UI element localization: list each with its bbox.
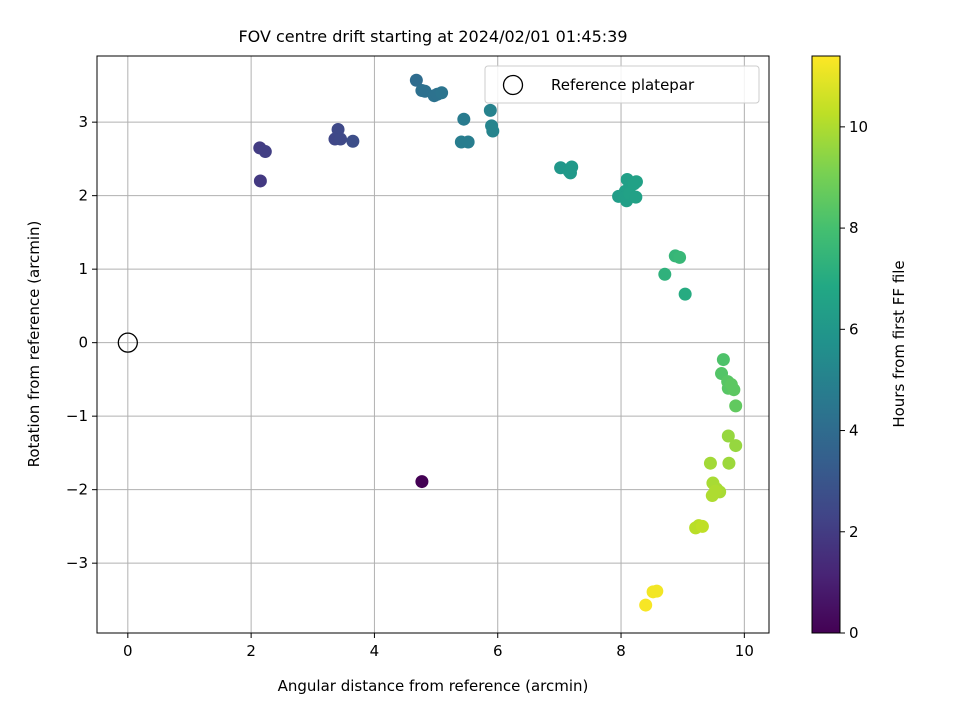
data-point [346, 134, 360, 148]
data-point [695, 519, 709, 533]
data-point [721, 429, 735, 443]
data-point [409, 73, 423, 87]
colorbar-tick-label: 8 [849, 219, 859, 237]
legend-label-reference: Reference platepar [551, 76, 695, 94]
chart-title: FOV centre drift starting at 2024/02/01 … [238, 27, 627, 46]
y-tick-label: −1 [66, 407, 88, 425]
data-point [457, 112, 471, 126]
x-axis-label: Angular distance from reference (arcmin) [278, 677, 589, 695]
colorbar-label: Hours from first FF file [890, 260, 908, 427]
data-point [678, 287, 692, 301]
colorbar: 0 2 4 6 8 10 Hours from first FF file [811, 55, 908, 642]
x-tick-label: 10 [735, 642, 754, 660]
plot-area-frame [96, 55, 770, 634]
data-point [703, 456, 717, 470]
y-tick-label: 3 [78, 113, 88, 131]
data-point [435, 86, 449, 100]
data-point [629, 175, 643, 189]
data-point [708, 484, 722, 498]
data-point [486, 124, 500, 138]
y-tick-label: 1 [78, 260, 88, 278]
data-points [117, 73, 743, 612]
data-point [658, 267, 672, 281]
colorbar-tick-label: 4 [849, 422, 859, 440]
data-point [673, 250, 687, 264]
data-point [629, 190, 643, 204]
reference-platepar-marker [117, 332, 138, 353]
x-tick-label: 6 [493, 642, 503, 660]
y-tick-label: 2 [78, 187, 88, 205]
y-axis-label: Rotation from reference (arcmin) [25, 221, 43, 468]
colorbar-tick-label: 0 [849, 624, 859, 642]
y-axis-ticks: −3 −2 −1 0 1 2 3 [66, 113, 97, 572]
colorbar-tick-label: 6 [849, 320, 859, 338]
data-point [415, 475, 429, 489]
data-point [565, 160, 579, 174]
x-tick-label: 0 [123, 642, 133, 660]
data-point [461, 135, 475, 149]
y-tick-label: −3 [66, 554, 88, 572]
colorbar-tick-label: 10 [849, 118, 868, 136]
data-point [258, 145, 272, 159]
data-point [716, 353, 730, 367]
data-point [483, 103, 497, 117]
x-tick-label: 2 [246, 642, 256, 660]
data-point [729, 439, 743, 453]
legend: Reference platepar [484, 65, 760, 104]
data-point [650, 584, 664, 598]
colorbar-ticks: 0 2 4 6 8 10 [840, 118, 868, 642]
x-tick-label: 8 [616, 642, 626, 660]
data-point [729, 399, 743, 413]
x-axis-ticks: 0 2 4 6 8 10 [123, 633, 754, 660]
y-tick-label: 0 [78, 334, 88, 352]
data-point [727, 383, 741, 397]
data-point [722, 456, 736, 470]
legend-box [484, 65, 760, 104]
legend-marker-reference [502, 74, 524, 96]
data-point [639, 598, 653, 612]
data-point [253, 174, 267, 188]
grid [97, 56, 769, 633]
colorbar-gradient [811, 55, 841, 634]
y-tick-label: −2 [66, 481, 88, 499]
data-point [334, 132, 348, 146]
colorbar-tick-label: 2 [849, 523, 859, 541]
x-tick-label: 4 [370, 642, 380, 660]
